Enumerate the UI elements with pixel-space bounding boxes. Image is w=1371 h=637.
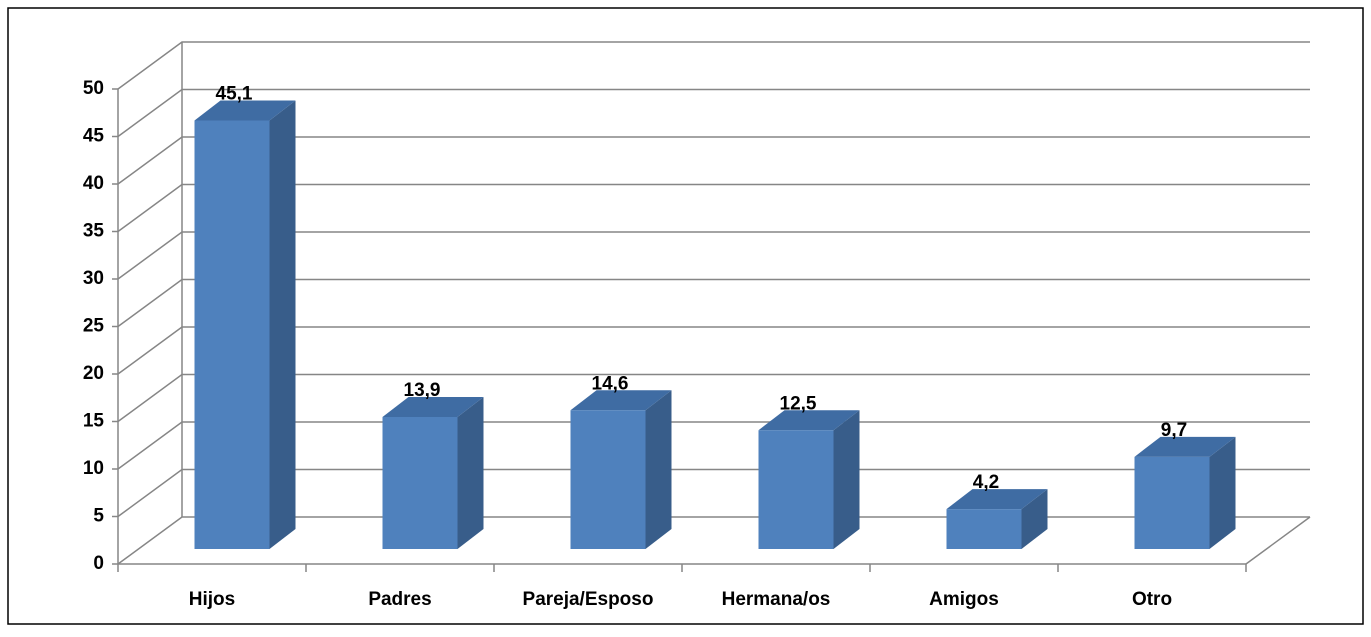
bar-top — [194, 100, 296, 121]
bar-side — [1209, 436, 1236, 549]
bar-top — [570, 390, 672, 411]
bar-front — [758, 430, 834, 549]
grid-line — [117, 136, 1310, 185]
y-tick-label: 5 — [93, 506, 104, 527]
bar-front — [194, 120, 270, 550]
x-tick-label: Amigos — [929, 589, 999, 610]
grid-line — [117, 516, 1310, 565]
y-tick-label: 40 — [83, 173, 104, 194]
bar-top — [382, 396, 484, 417]
floor-right-edge — [1245, 516, 1311, 565]
grid-line — [117, 373, 1310, 423]
x-tick-label: Otro — [1132, 589, 1172, 610]
bar-side — [833, 410, 860, 549]
y-tick-label: 45 — [83, 126, 105, 147]
y-tick-label: 25 — [83, 316, 105, 337]
bar — [570, 390, 672, 549]
bar-front — [946, 509, 1022, 549]
y-tick-label: 50 — [83, 78, 104, 99]
bar-top — [1134, 436, 1236, 457]
bar-top — [946, 489, 1048, 510]
bar-side — [1021, 489, 1048, 549]
grid-line — [117, 421, 1310, 470]
grid-line — [117, 41, 1310, 90]
y-tick-label: 15 — [83, 411, 105, 432]
bar — [194, 100, 296, 550]
y-tick-label: 35 — [83, 221, 105, 242]
bar — [1134, 436, 1236, 549]
grid-line — [117, 326, 1310, 375]
bar — [946, 489, 1048, 549]
data-label: 45,1 — [216, 84, 253, 105]
data-label: 9,7 — [1161, 420, 1187, 441]
bar — [758, 410, 860, 549]
bar-front — [570, 410, 646, 549]
grid-line — [117, 183, 1310, 233]
x-tick-label: Padres — [368, 589, 431, 610]
bar-front — [1134, 456, 1210, 549]
grid-line — [117, 278, 1310, 328]
bar-side — [457, 396, 484, 549]
x-tick-label: Hijos — [189, 589, 235, 610]
y-tick-label: 10 — [83, 458, 104, 479]
data-label: 4,2 — [973, 472, 999, 493]
data-label: 13,9 — [404, 380, 441, 401]
bar — [382, 396, 484, 549]
bar-top — [758, 410, 860, 431]
grid-line — [117, 468, 1310, 518]
data-label: 14,6 — [592, 373, 629, 394]
bar-side — [269, 100, 296, 550]
grid-line — [117, 231, 1310, 280]
data-label: 12,5 — [780, 393, 817, 414]
grid-line — [117, 88, 1310, 138]
x-tick-label: Hermana/os — [722, 589, 831, 610]
bar-side — [645, 390, 672, 549]
y-tick-label: 30 — [83, 268, 104, 289]
x-tick-label: Pareja/Esposo — [523, 589, 654, 610]
y-tick-label: 20 — [83, 363, 104, 384]
y-tick-label: 0 — [93, 553, 104, 574]
bar-front — [382, 416, 458, 549]
